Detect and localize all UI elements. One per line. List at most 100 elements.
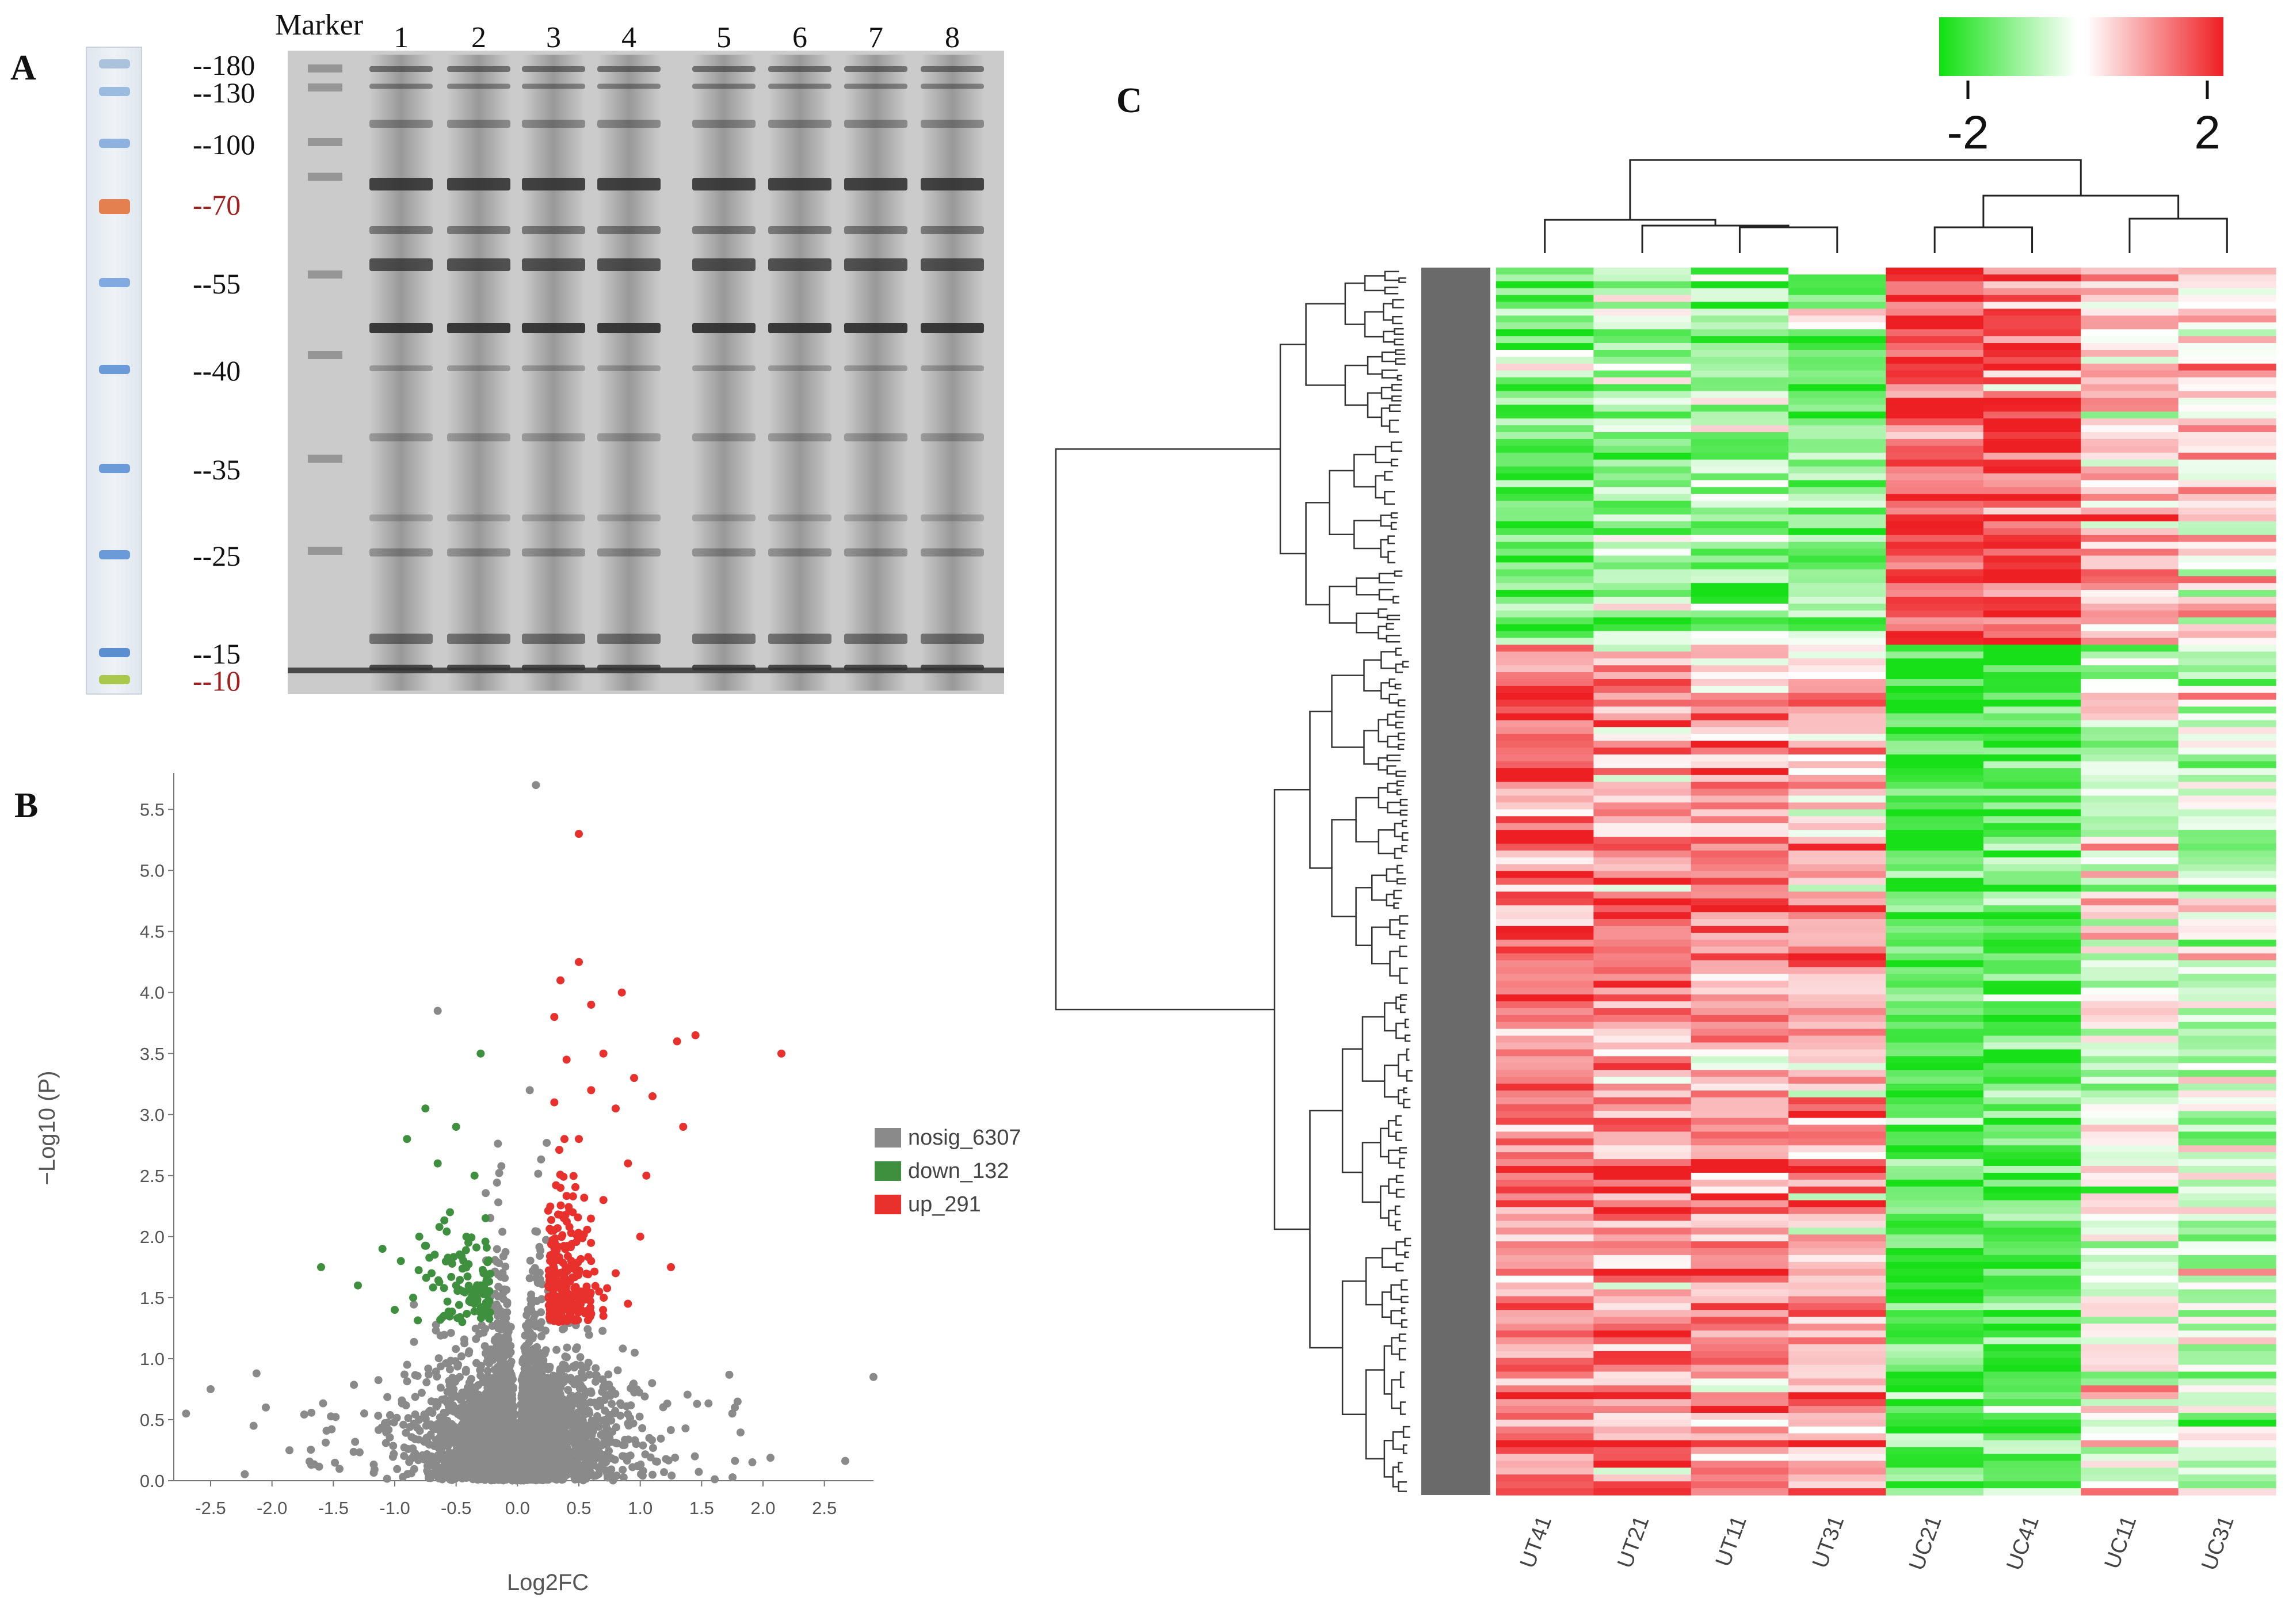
volcano-point-down [354,1281,362,1290]
volcano-point-down [440,1284,448,1293]
ladder-band [99,87,130,96]
heatmap-cell [1691,727,1789,734]
heatmap-cell [1691,788,1789,796]
heatmap-cell [1886,398,1984,405]
heatmap-cell [1691,658,1789,666]
heatmap-cell [1691,336,1789,344]
dendrogram-branch [1378,719,1388,743]
heatmap-cell [1496,843,1594,851]
volcano-point-up [556,1283,564,1292]
heatmap-cell [2178,768,2276,776]
volcano-point-down [440,1216,449,1225]
heatmap-cell [1983,830,2081,837]
heatmap-cell [1886,514,1984,522]
ladder-band [99,648,130,657]
heatmap-cell [2081,788,2179,796]
heatmap-cell [2178,830,2276,837]
volcano-point-nosig [440,1395,449,1404]
heatmap-cell [2081,466,2179,474]
heatmap-cell [1983,603,2081,611]
volcano-point-nosig [604,1370,613,1379]
dendrogram-branch [1629,159,2082,220]
heatmap-cell [1886,494,1984,501]
dendrogram-branch [1361,1142,1381,1203]
heatmap-cell [1691,761,1789,769]
heatmap-cell [2081,775,2179,783]
volcano-point-nosig [563,1343,571,1352]
heatmap-cell [1496,624,1594,632]
volcano-point-nosig [663,1399,672,1408]
dendrogram-branch [1399,1004,1406,1013]
volcano-point-nosig [433,1401,442,1409]
heatmap-cell [1983,816,2081,824]
volcano-point-up [587,1238,596,1247]
volcano-point-nosig [547,1426,555,1435]
heatmap-cell [1496,343,1594,350]
volcano-point-nosig [513,1470,521,1478]
volcano-point-down [391,1306,399,1314]
volcano-point-nosig [653,1457,661,1466]
dendrogram-branch [1396,789,1402,795]
volcano-point-nosig [422,1378,431,1387]
volcano-point-nosig [472,1359,480,1367]
heatmap-cell [1691,501,1789,508]
gel-band [692,634,756,644]
heatmap-cell [1496,713,1594,721]
dendrogram-branch [1393,902,1399,909]
heatmap-cell [1593,377,1692,385]
volcano-point-nosig [728,1409,737,1418]
heatmap-cell [1788,274,1887,282]
heatmap-cell [1788,425,1887,433]
volcano-point-nosig [499,1252,508,1261]
heatmap-cell [2081,748,2179,755]
heatmap-cell [1788,610,1887,618]
gel-band [597,323,661,333]
dendrogram-branch [1367,356,1382,375]
heatmap-cell [1886,816,1984,824]
heatmap-cell [1983,678,2081,687]
heatmap-cell [1983,665,2081,673]
volcano-point-nosig [307,1461,315,1469]
gel-band [844,548,907,556]
heatmap-cell [1496,645,1594,652]
ladder-band [99,550,130,559]
volcano-point-down [481,1214,490,1222]
volcano-point-nosig [608,1400,616,1408]
volcano-point-nosig [520,1428,529,1437]
volcano-y-tick-label: 1.5 [140,1288,165,1308]
heatmap-cell [2178,946,2276,954]
heatmap-cell [1691,542,1789,550]
heatmap-cell [1886,741,1984,748]
heatmap-cell [1983,363,2081,371]
dendrogram-branch [1055,448,1280,1011]
volcano-point-up [550,1297,559,1305]
dendrogram-branch [1395,358,1406,365]
heatmap-cell [1593,487,1692,494]
heatmap-cell [1691,706,1789,714]
gel-band [921,226,984,234]
heatmap-cell [1983,658,2081,666]
heatmap-cell [1496,809,1594,817]
heatmap-cell [1886,692,1984,700]
heatmap-cell [1886,960,1984,968]
heatmap-cell [1593,480,1692,487]
volcano-x-tick-label: 1.5 [689,1498,714,1518]
heatmap-cell [1593,363,1692,371]
gel-band [768,514,831,521]
gel-band [597,365,661,371]
heatmap-cell [1886,459,1984,467]
heatmap-cell [2081,919,2179,927]
heatmap-cell [1593,576,1692,584]
heatmap-cell [1691,754,1789,762]
volcano-point-nosig [285,1446,294,1455]
row-dendrogram-leaves [1421,268,1490,1495]
volcano-point-nosig [315,1462,323,1471]
heatmap-cell [2178,734,2276,741]
gel-band [692,548,756,556]
heatmap-cell [1788,411,1887,419]
heatmap-cell [2081,370,2179,378]
heatmap-cell [1983,370,2081,378]
heatmap-cell [1691,583,1789,590]
volcano-point-nosig [522,1450,531,1458]
volcano-point-nosig [496,1469,505,1477]
